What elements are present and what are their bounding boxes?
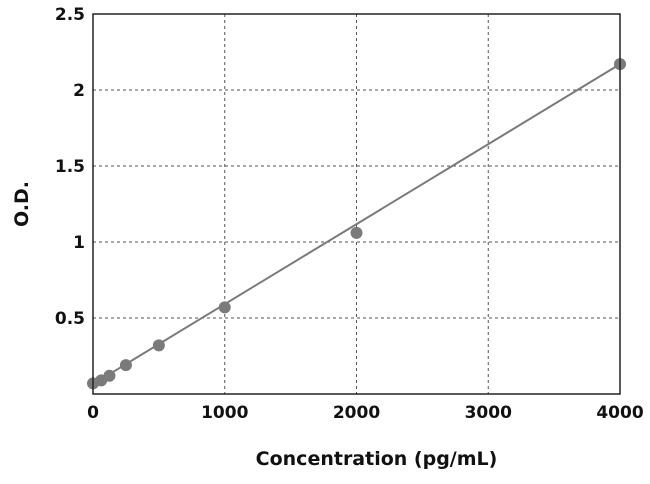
linear-fit-line: [92, 63, 621, 385]
fit-line-layer: [92, 63, 621, 385]
y-tick-label: 1: [73, 233, 85, 253]
data-point: [218, 301, 231, 314]
data-point: [103, 369, 116, 382]
y-tick-label: 2.5: [55, 5, 85, 25]
data-point: [350, 226, 363, 239]
grid-lines: [93, 14, 620, 394]
y-tick-label: 2: [73, 81, 85, 101]
x-tick-label: 3000: [465, 403, 512, 423]
y-axis-tick-labels: 0.5 1 1.5 2 2.5: [55, 5, 85, 329]
x-tick-label: 4000: [596, 403, 643, 423]
x-axis-title: Concentration (pg/mL): [256, 448, 498, 470]
data-points: [87, 58, 626, 390]
y-axis-title: O.D.: [11, 181, 33, 227]
plot-area-frame: [92, 13, 621, 395]
x-tick-label: 2000: [333, 403, 380, 423]
y-tick-label: 0.5: [55, 309, 85, 329]
data-point: [119, 359, 132, 372]
y-tick-label: 1.5: [55, 157, 85, 177]
data-point: [152, 339, 165, 352]
x-tick-label: 0: [87, 403, 99, 423]
x-axis-tick-labels: 0 1000 2000 3000 4000: [87, 403, 644, 423]
x-tick-label: 1000: [201, 403, 248, 423]
